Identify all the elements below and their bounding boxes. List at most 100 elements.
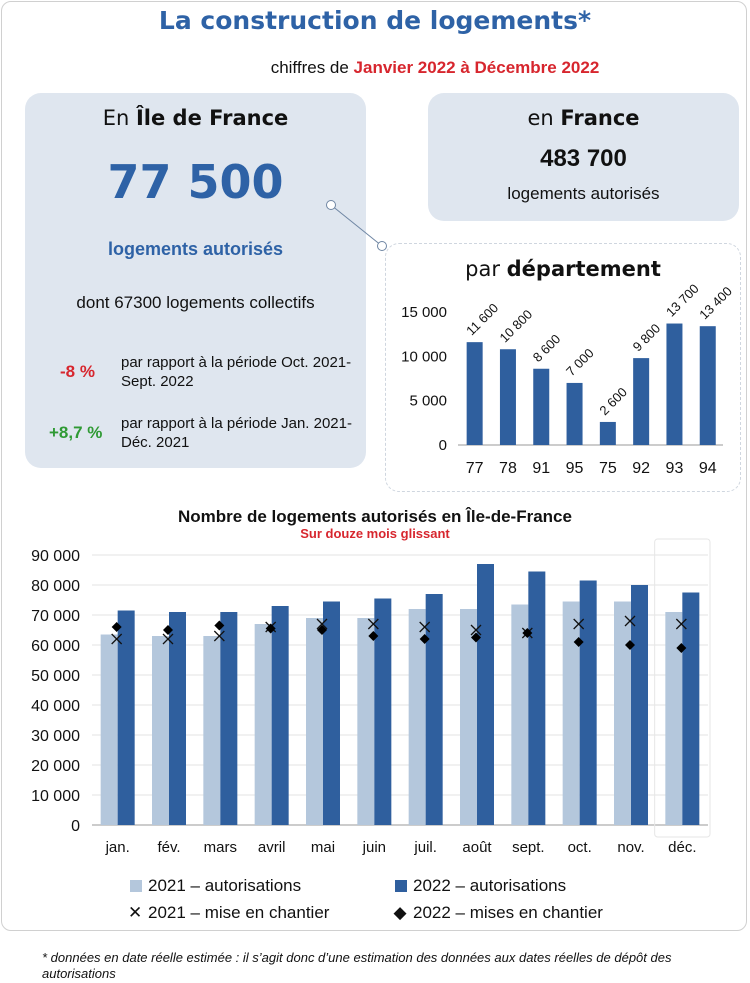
marker-2022-chantier-fév. — [163, 625, 173, 635]
month-category-label: jan. — [105, 839, 130, 855]
bar-2021-mars — [203, 636, 221, 825]
dept-ytick-label: 5 000 — [409, 393, 447, 410]
legend-label-2021: 2021 – autorisations — [148, 876, 302, 895]
marker-2021-chantier-mars — [213, 630, 225, 642]
dept-category-label: 94 — [699, 460, 717, 477]
month-ytick-label: 30 000 — [31, 728, 80, 745]
france-heading-region: France — [560, 106, 640, 130]
month-category-label: mars — [204, 839, 237, 855]
dept-category-label: 95 — [566, 460, 584, 477]
dept-category-label: 78 — [499, 460, 517, 477]
bar-2022-mars — [220, 612, 238, 825]
month-ytick-label: 60 000 — [31, 638, 80, 655]
change-positive-desc: par rapport à la période Jan. 2021-Déc. … — [121, 415, 352, 451]
bar-2021-juin — [357, 618, 375, 825]
marker-2021-chantier-déc. — [675, 618, 687, 630]
idf-total-label: logements autorisés — [107, 239, 284, 259]
bar-2021-oct. — [562, 601, 580, 825]
bar-2021-déc. — [665, 612, 683, 825]
month-category-label: nov. — [617, 839, 644, 855]
dept-bar-75 — [599, 421, 616, 445]
dept-bar-78 — [499, 349, 516, 445]
marker-2022-chantier-août — [471, 632, 481, 643]
dept-value-label: 2 600 — [596, 384, 630, 418]
bar-2021-jan. — [100, 634, 118, 825]
marker-2022-chantier-avril — [265, 623, 276, 634]
cross-marker-icon: ✕ — [128, 903, 143, 922]
bar-2021-août — [460, 609, 477, 825]
month-category-label: juin — [362, 839, 386, 855]
department-bar-chart: 0 5 000 10 000 15 000 11 600 77 10 800 78 8 600 9… — [401, 281, 735, 477]
month-ytick-label: 0 — [71, 818, 80, 835]
monthly-chart-title: Nombre de logements autorisés en Île-de-… — [178, 507, 572, 526]
subtitle-period: Janvier 2022 à Décembre 2022 — [353, 58, 600, 77]
legend-swatch-2021 — [130, 880, 142, 892]
month-ytick-label: 70 000 — [31, 608, 80, 625]
monthly-bar-chart: 0 10 000 20 000 30 000 40 000 50 000 60 000 70 … — [31, 538, 711, 855]
department-title-bold: département — [506, 257, 661, 281]
dept-value-label: 8 600 — [530, 331, 564, 365]
dept-bar-92 — [633, 358, 650, 445]
legend-label-2021-chantier: 2021 – mise en chantier — [148, 903, 330, 922]
bar-2022-août — [477, 564, 494, 825]
dept-value-label: 13 400 — [696, 284, 735, 323]
idf-heading-region: Île de France — [135, 106, 289, 130]
subtitle-prefix: chiffres de — [270, 58, 354, 77]
france-card: en France 483 700 logements autorisés — [428, 93, 739, 221]
bar-2021-fév. — [152, 636, 169, 825]
dept-bar-91 — [533, 368, 550, 445]
legend-label-2022-chantier: 2022 – mises en chantier — [413, 903, 603, 922]
idf-heading: En Île de France — [25, 106, 366, 130]
month-ytick-label: 80 000 — [31, 578, 80, 595]
change-negative-value: -8 % — [60, 362, 95, 381]
dept-value-label: 9 800 — [630, 321, 664, 355]
marker-2022-chantier-jan. — [111, 622, 122, 632]
dept-bar-95 — [566, 382, 583, 445]
marker-2022-chantier-déc. — [676, 643, 687, 653]
month-ytick-label: 50 000 — [31, 668, 80, 685]
dept-ytick-label: 0 — [439, 437, 447, 454]
marker-2021-chantier-juil. — [419, 621, 431, 633]
dept-category-label: 93 — [666, 460, 684, 477]
month-ytick-label: 10 000 — [31, 788, 80, 805]
month-category-label: déc. — [668, 839, 696, 855]
bar-2022-mai — [323, 601, 340, 825]
month-highlight-box — [654, 538, 711, 838]
change-positive-value: +8,7 % — [49, 423, 103, 442]
marker-2021-chantier-jan. — [111, 633, 123, 645]
month-ytick-label: 20 000 — [31, 758, 80, 775]
marker-2022-chantier-juil. — [419, 634, 430, 644]
france-heading: en France — [428, 106, 739, 130]
month-category-label: oct. — [568, 839, 592, 855]
bar-2022-juil. — [425, 594, 443, 825]
dept-category-label: 91 — [532, 460, 550, 477]
department-title-prefix: par — [465, 257, 507, 281]
month-category-label: avril — [258, 839, 286, 855]
legend-2021-autorisations: 2021 – autorisations — [130, 876, 301, 896]
dept-value-label: 13 700 — [663, 281, 702, 320]
bar-2022-avril — [271, 606, 289, 825]
legend-2022-autorisations: 2022 – autorisations — [395, 876, 566, 896]
month-category-label: fév. — [157, 839, 180, 855]
marker-2021-chantier-juin — [367, 618, 379, 630]
dept-value-label: 7 000 — [563, 345, 597, 379]
dept-ytick-label: 10 000 — [401, 348, 447, 365]
month-category-label: mai — [311, 839, 335, 855]
marker-2022-chantier-oct. — [573, 637, 584, 647]
month-category-label: sept. — [512, 839, 545, 855]
legend-2022-chantier: ◆ 2022 – mises en chantier — [393, 903, 603, 923]
idf-card: En Île de France 77 500 logements autori… — [25, 93, 366, 468]
bar-2021-avril — [254, 624, 272, 825]
bar-2022-déc. — [682, 592, 700, 825]
dept-category-label: 77 — [466, 460, 484, 477]
bar-2021-sept. — [511, 604, 529, 825]
marker-2021-chantier-nov. — [624, 615, 636, 627]
page-title: La construction de logements* — [158, 6, 592, 35]
bar-2022-oct. — [579, 580, 597, 825]
dept-bar-94 — [699, 326, 716, 445]
legend-label-2022: 2022 – autorisations — [413, 876, 567, 895]
marker-2022-chantier-sept. — [522, 628, 533, 638]
infographic-frame — [1, 1, 747, 931]
monthly-chart-subtitle: Sur douze mois glissant — [300, 526, 450, 541]
bar-2022-jan. — [117, 610, 135, 825]
